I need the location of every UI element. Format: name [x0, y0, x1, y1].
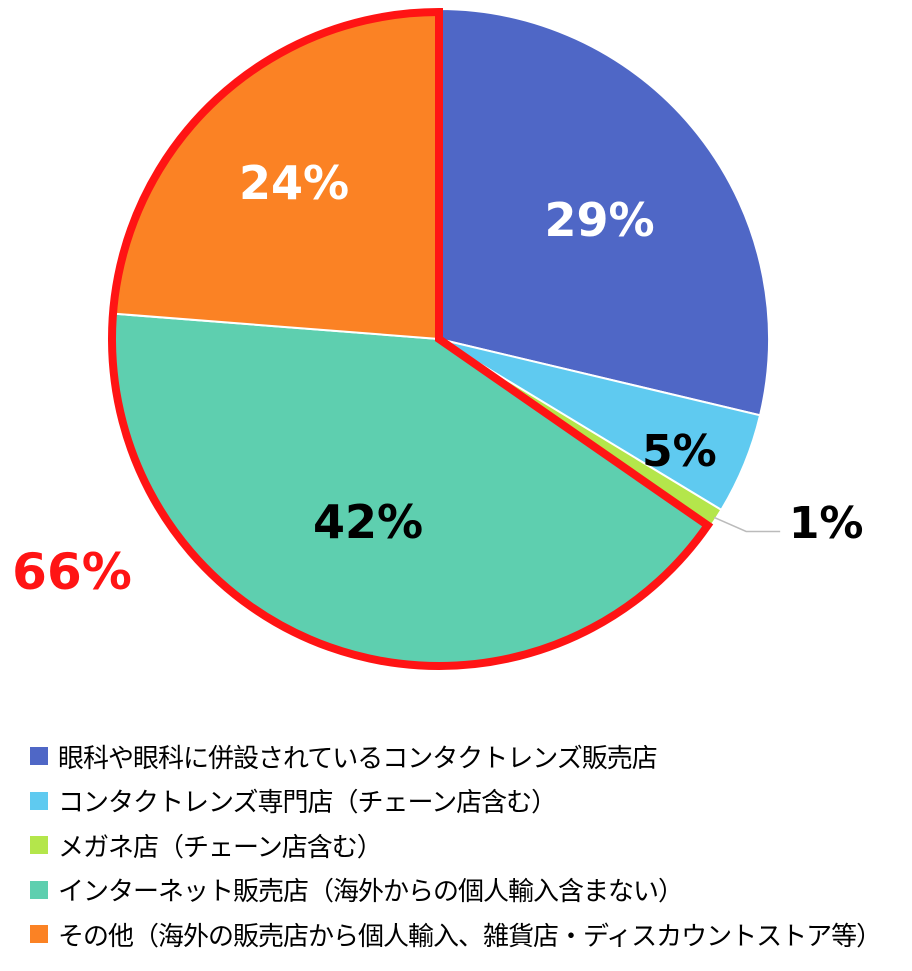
legend-item: メガネ店（チェーン店含む） — [30, 823, 900, 868]
highlight-outline — [108, 7, 714, 670]
legend-item: 眼科や眼科に併設されているコンタクトレンズ販売店 — [30, 734, 900, 779]
legend-swatch — [30, 880, 48, 899]
pie-chart: 29% 5% 1% 42% 24% 66% — [12, 7, 864, 670]
leader-line — [713, 516, 781, 533]
slice-value-label: 42% — [313, 495, 423, 549]
legend-label: メガネ店（チェーン店含む） — [58, 832, 383, 863]
data-labels: 29% 5% 1% 42% 24% — [239, 156, 864, 549]
legend-swatch — [30, 836, 48, 855]
slice-value-label: 5% — [642, 426, 717, 477]
legend-swatch — [30, 791, 48, 810]
legend-item: インターネット販売店（海外からの個人輸入含まない） — [30, 868, 900, 913]
legend-label: その他（海外の販売店から個人輸入、雑貨店・ディスカウントストア等） — [58, 921, 882, 952]
slice-value-label: 29% — [544, 193, 654, 247]
highlight-total-label: 66% — [12, 543, 132, 601]
legend-label: インターネット販売店（海外からの個人輸入含まない） — [58, 877, 684, 908]
legend-swatch — [30, 747, 48, 766]
legend-item: コンタクトレンズ専門店（チェーン店含む） — [30, 779, 900, 824]
legend-item: その他（海外の販売店から個人輸入、雑貨店・ディスカウントストア等） — [30, 912, 900, 957]
legend-swatch — [30, 925, 48, 944]
legend: 眼科や眼科に併設されているコンタクトレンズ販売店 コンタクトレンズ専門店（チェー… — [30, 734, 900, 957]
legend-label: コンタクトレンズ専門店（チェーン店含む） — [58, 788, 557, 819]
slice-value-label: 1% — [789, 498, 864, 549]
slice-value-label: 24% — [239, 156, 349, 210]
legend-label: 眼科や眼科に併設されているコンタクトレンズ販売店 — [58, 743, 658, 774]
leader-lines — [713, 516, 781, 533]
pie-slice — [438, 7, 770, 417]
